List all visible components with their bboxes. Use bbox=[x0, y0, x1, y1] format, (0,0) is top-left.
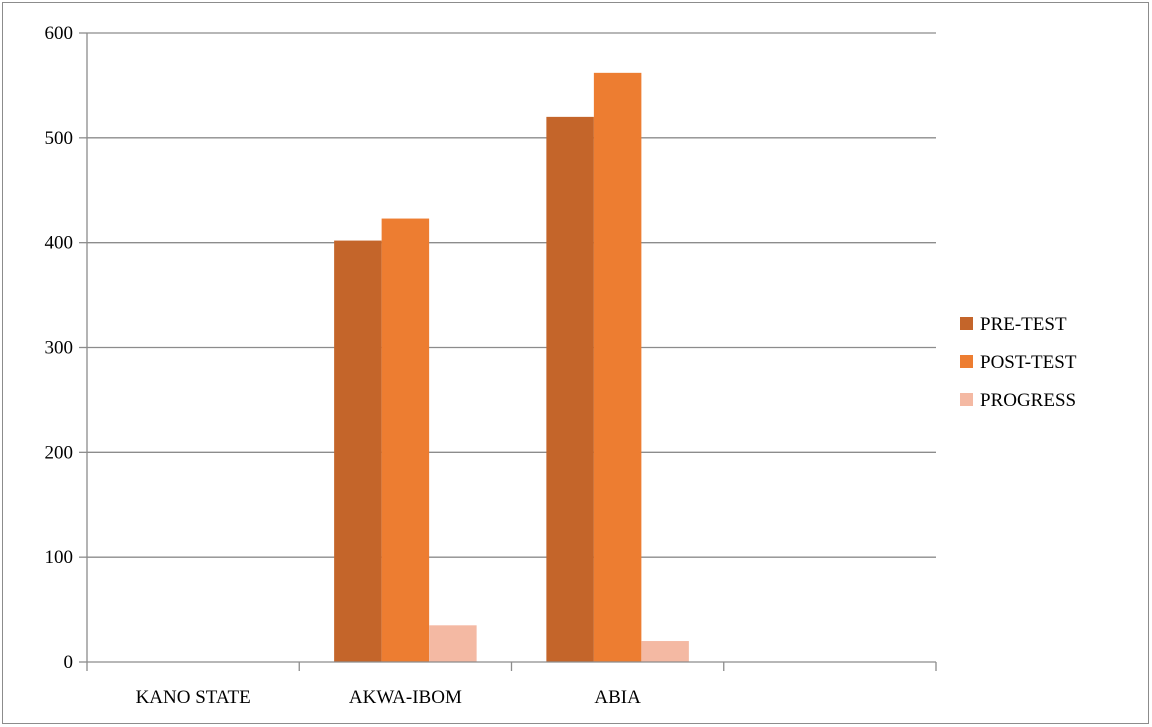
axes bbox=[79, 32, 937, 671]
y-tick-label: 0 bbox=[64, 652, 74, 673]
x-tick-label: ABIA bbox=[594, 687, 641, 708]
y-tick-labels: 0 100 200 300 400 500 600 bbox=[45, 23, 74, 673]
bar-progress bbox=[429, 625, 477, 662]
y-tick-label: 400 bbox=[45, 233, 74, 254]
bars bbox=[334, 72, 689, 662]
legend-entry-label: POST-TEST bbox=[980, 352, 1077, 373]
legend-swatch-progress bbox=[960, 393, 973, 406]
legend-swatch-pre-test bbox=[960, 317, 973, 330]
bar-post-test bbox=[593, 72, 642, 662]
bar-pre-test bbox=[546, 116, 594, 662]
gridlines bbox=[87, 32, 936, 558]
x-tick-label: KANO STATE bbox=[136, 687, 251, 708]
legend-entry-label: PROGRESS bbox=[980, 390, 1076, 411]
legend: PRE-TEST POST-TEST PROGRESS bbox=[960, 314, 1077, 411]
bar-progress bbox=[641, 641, 689, 662]
legend-swatch-post-test bbox=[960, 355, 973, 368]
x-tick-label: AKWA-IBOM bbox=[349, 687, 462, 708]
y-tick-label: 200 bbox=[45, 442, 74, 463]
legend-entry-label: PRE-TEST bbox=[980, 314, 1067, 335]
y-tick-label: 100 bbox=[45, 547, 74, 568]
x-tick-labels: KANO STATE AKWA-IBOM ABIA bbox=[136, 687, 642, 708]
bar-post-test bbox=[381, 218, 430, 662]
y-tick-label: 500 bbox=[45, 128, 74, 149]
y-tick-label: 300 bbox=[45, 338, 74, 359]
y-tick-label: 600 bbox=[45, 23, 74, 44]
bar-pre-test bbox=[334, 240, 382, 662]
